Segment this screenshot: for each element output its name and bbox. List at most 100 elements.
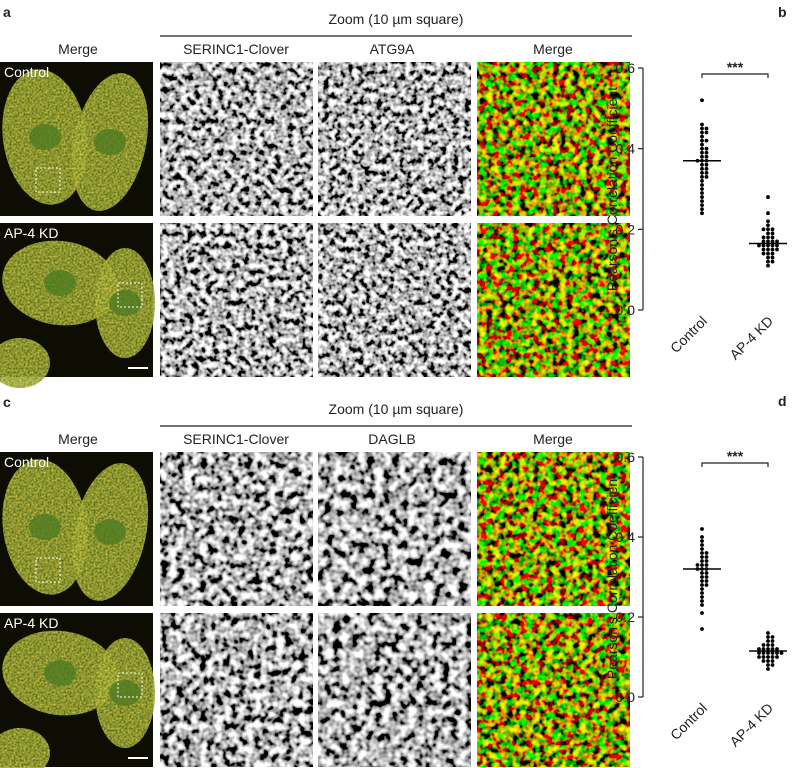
data-point — [761, 235, 766, 240]
data-point — [775, 647, 779, 651]
zoom-image — [477, 62, 630, 216]
data-point — [704, 555, 709, 559]
zoom-box — [35, 167, 61, 193]
data-point — [704, 170, 709, 175]
data-point — [704, 166, 709, 171]
significance-bracket — [701, 73, 769, 78]
data-point — [761, 243, 766, 248]
data-point — [761, 651, 766, 655]
column-header: SERINC1-Clover — [183, 41, 289, 57]
y-tick-label: 0.0 — [616, 302, 636, 318]
data-point — [757, 243, 761, 248]
category-label: Control — [667, 700, 710, 743]
zoom-title: Zoom (10 µm square) — [329, 11, 464, 27]
data-point — [700, 98, 704, 103]
category-label: AP-4 KD — [726, 700, 776, 750]
significance-label: *** — [727, 448, 744, 464]
y-tick-label: 0.4 — [616, 141, 636, 157]
data-point — [757, 647, 761, 651]
zoom-title: Zoom (10 µm square) — [329, 401, 464, 417]
data-point — [770, 243, 775, 248]
data-point — [704, 126, 709, 131]
data-point — [704, 563, 709, 567]
category-label: Control — [667, 313, 710, 356]
data-point — [700, 130, 704, 135]
data-point — [770, 655, 775, 659]
data-point — [766, 259, 770, 264]
data-point — [700, 535, 704, 539]
data-point — [766, 255, 770, 260]
data-point — [700, 551, 704, 555]
zoom-image — [160, 452, 313, 606]
zoom-box — [117, 282, 143, 308]
data-point — [704, 551, 709, 555]
column-header: Merge — [533, 431, 573, 447]
data-point — [766, 643, 770, 647]
data-point — [700, 146, 704, 151]
data-point — [700, 154, 704, 159]
data-point — [766, 659, 770, 663]
data-point — [700, 575, 704, 579]
data-point — [770, 231, 775, 236]
row-label: AP-4 KD — [4, 615, 58, 631]
column-header: Merge — [58, 41, 98, 57]
data-point — [766, 647, 770, 651]
data-point — [695, 563, 700, 567]
data-point — [770, 663, 775, 667]
data-point — [700, 150, 704, 155]
data-point — [704, 138, 709, 143]
panel-label: c — [3, 394, 11, 410]
data-point — [766, 211, 770, 216]
data-point — [770, 227, 775, 232]
data-point — [770, 235, 775, 240]
data-point — [770, 239, 775, 244]
nucleus — [29, 514, 61, 540]
nucleus — [109, 680, 141, 706]
zoom-box — [117, 672, 143, 698]
data-point — [700, 207, 704, 212]
data-point — [775, 655, 779, 659]
data-point — [704, 154, 709, 159]
data-point — [775, 243, 779, 248]
data-point — [766, 663, 770, 667]
y-tick-label: 0.2 — [616, 221, 636, 237]
data-point — [700, 559, 704, 563]
zoom-image — [318, 62, 471, 216]
cell — [0, 338, 50, 388]
image-row — [0, 452, 630, 606]
data-point — [766, 223, 770, 228]
image-row — [0, 62, 630, 216]
column-header: Merge — [58, 431, 98, 447]
data-point — [700, 571, 704, 575]
zoom-image — [160, 223, 313, 377]
panel-label: d — [778, 393, 787, 409]
y-tick-label: 0.4 — [616, 529, 636, 545]
data-point — [704, 130, 709, 135]
nucleus — [94, 519, 126, 545]
data-point — [704, 162, 709, 167]
data-point — [770, 643, 775, 647]
data-point — [761, 643, 766, 647]
zoom-image — [160, 62, 313, 216]
data-point — [700, 195, 704, 199]
panel-label: b — [778, 4, 787, 20]
data-point — [700, 211, 704, 216]
row-label: Control — [4, 64, 49, 80]
significance-bracket — [701, 462, 769, 467]
data-point — [704, 559, 709, 563]
data-point — [766, 247, 770, 252]
data-point — [700, 183, 704, 187]
data-point — [766, 251, 770, 256]
data-point — [766, 219, 770, 224]
data-point — [700, 170, 704, 175]
data-point — [704, 583, 709, 587]
zoom-image — [477, 613, 630, 767]
data-point — [700, 563, 704, 567]
data-point — [700, 142, 704, 147]
data-point — [766, 651, 770, 655]
data-point — [761, 655, 766, 659]
data-point — [700, 187, 704, 191]
nucleus — [44, 660, 76, 686]
nucleus — [109, 290, 141, 316]
